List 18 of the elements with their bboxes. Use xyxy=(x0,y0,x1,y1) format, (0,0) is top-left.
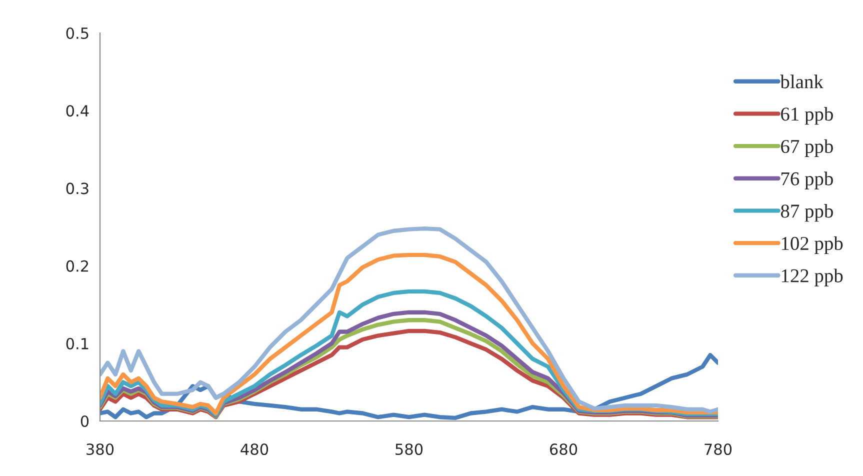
legend-label: blank xyxy=(780,74,824,88)
x-tick-label: 580 xyxy=(396,443,423,456)
y-tick-label: 0 xyxy=(80,415,89,428)
legend-label: 87 ppb xyxy=(780,204,833,222)
legend-label: 61 ppb xyxy=(781,107,833,125)
x-tick-label: 380 xyxy=(86,443,114,456)
x-tick-label: 680 xyxy=(550,443,578,456)
x-tick-label: 780 xyxy=(704,443,732,456)
legend-label: 67 ppb xyxy=(781,139,833,157)
x-tick-label: 480 xyxy=(240,443,268,456)
y-tick-label: 0.1 xyxy=(66,338,88,350)
y-tick-label: 0.3 xyxy=(66,182,88,194)
y-tick-label: 0.5 xyxy=(66,27,88,40)
y-tick-label: 0.2 xyxy=(66,260,88,272)
legend-label: 76 ppb xyxy=(782,172,833,190)
legend-label: 102 ppb xyxy=(782,236,843,254)
legend-label: 122 ppb xyxy=(782,268,843,286)
y-tick-label: 0.4 xyxy=(66,105,89,117)
